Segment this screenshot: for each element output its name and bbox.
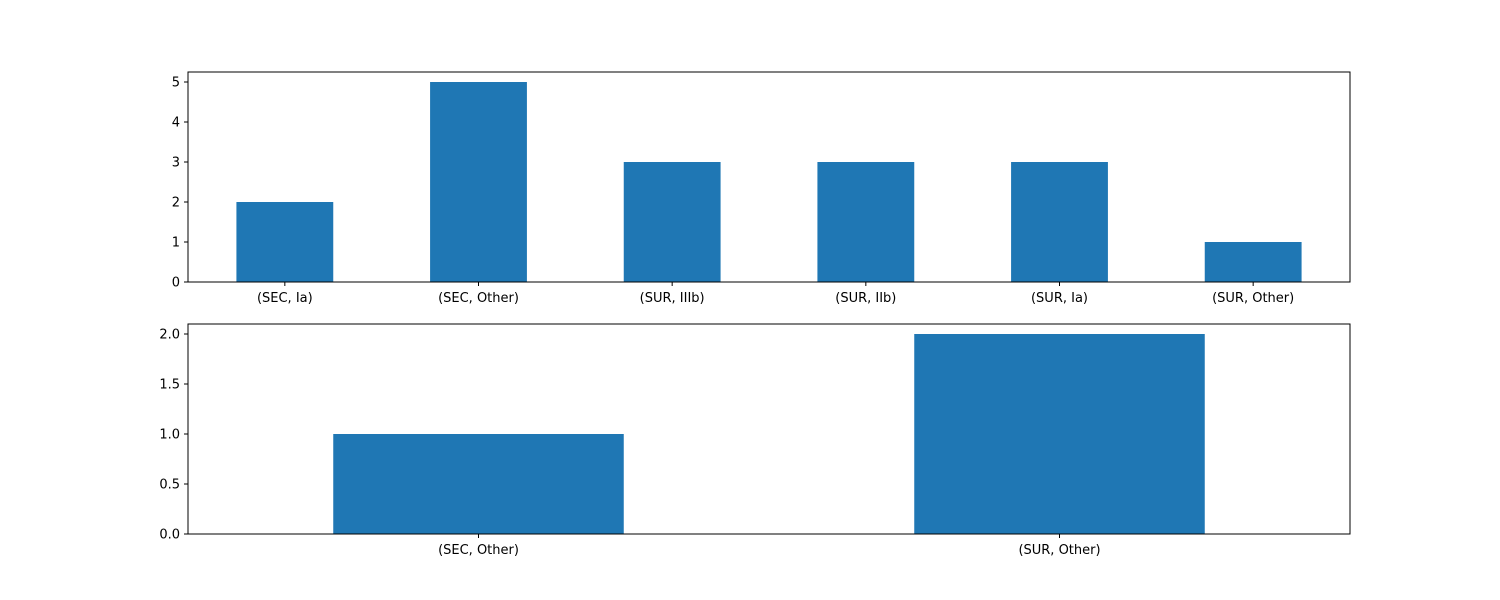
bar-1-1 — [914, 334, 1205, 534]
bar-0-4 — [1011, 162, 1108, 282]
y-tick-label-1-1: 0.5 — [159, 478, 180, 493]
x-tick-label-0-4: (SUR, Ia) — [1031, 291, 1088, 306]
y-tick-label-1-0: 0.0 — [159, 528, 180, 543]
bar-0-1 — [430, 82, 527, 282]
bar-1-0 — [333, 434, 624, 534]
x-tick-label-0-5: (SUR, Other) — [1212, 291, 1294, 306]
y-tick-label-0-0: 0 — [172, 276, 180, 291]
y-tick-label-0-1: 1 — [172, 236, 180, 251]
bar-0-2 — [623, 162, 721, 282]
bar-0-0 — [236, 202, 334, 282]
bar-0-5 — [1204, 242, 1302, 282]
axes-frame-1 — [187, 323, 1351, 535]
x-tick-label-1-0: (SEC, Other) — [438, 543, 519, 558]
x-tick-label-1-1: (SUR, Other) — [1018, 543, 1100, 558]
y-tick-label-0-5: 5 — [172, 76, 180, 91]
y-tick-label-0-4: 4 — [172, 116, 180, 131]
y-tick-label-1-2: 1.0 — [159, 428, 180, 443]
x-tick-label-0-3: (SUR, IIb) — [835, 291, 896, 306]
x-tick-label-0-1: (SEC, Other) — [438, 291, 519, 306]
bar-0-3 — [817, 162, 915, 282]
y-tick-label-1-4: 2.0 — [159, 328, 180, 343]
x-tick-label-0-2: (SUR, IIIb) — [640, 291, 705, 306]
y-tick-label-0-2: 2 — [172, 196, 180, 211]
axes-frame-0 — [187, 71, 1351, 283]
top-bar-chart: 0 1 2 3 4 5 (SEC, Ia) (SEC, Other) (SUR, IIIb) (S… — [172, 71, 1351, 306]
bottom-bar-chart: 0.0 0.5 1.0 1.5 2.0 (SEC, Other) (SUR, Other) — [159, 323, 1351, 558]
y-tick-label-1-3: 1.5 — [159, 378, 180, 393]
x-tick-label-0-0: (SEC, Ia) — [257, 291, 313, 306]
y-tick-label-0-3: 3 — [172, 156, 180, 171]
